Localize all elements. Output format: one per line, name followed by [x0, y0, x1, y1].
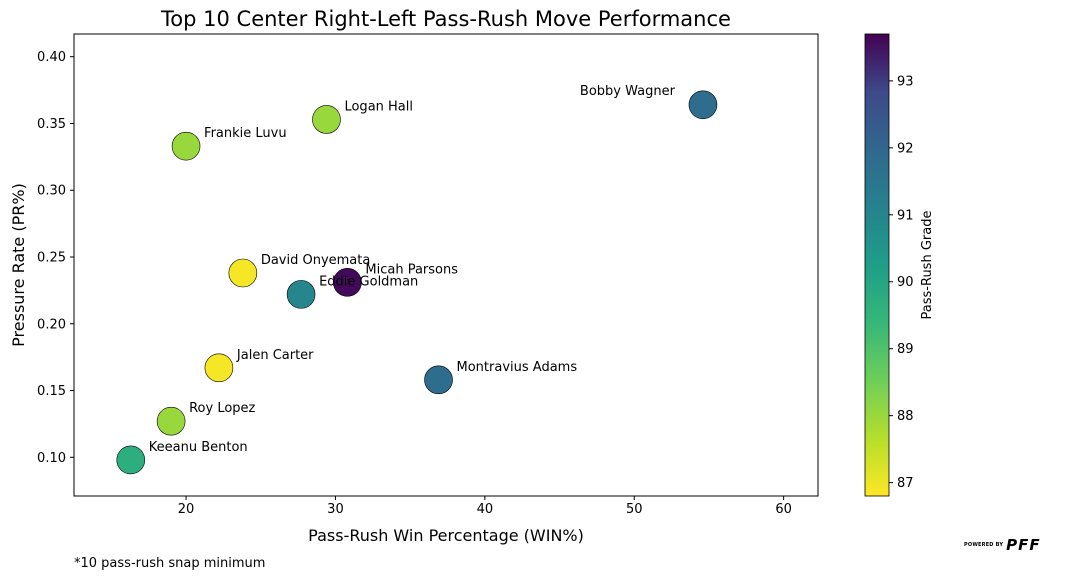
scatter-point — [312, 105, 341, 134]
colorbar-label: Pass-Rush Grade — [920, 211, 935, 320]
scatter-point — [424, 365, 453, 395]
colorbar-tick-label: 91 — [897, 208, 914, 223]
scatter-point — [156, 406, 186, 436]
y-axis-ticks: 0.10 0.15 0.20 0.25 0.30 0.35 0.40 — [37, 50, 74, 466]
point-label: Bobby Wagner — [580, 84, 676, 99]
scatter-point — [171, 131, 201, 161]
plot-area — [73, 33, 819, 497]
point-label: Micah Parsons — [365, 262, 458, 277]
scatter-point — [228, 258, 258, 288]
point-labels: Bobby Wagner Logan Hall Frankie Luvu David … — [149, 84, 676, 455]
colorbar-tick-label: 93 — [897, 74, 914, 89]
point-label: Keeanu Benton — [149, 440, 248, 455]
x-axis-label: Pass-Rush Win Percentage (WIN%) — [308, 526, 584, 545]
x-axis-ticks: 20 30 40 50 60 — [178, 496, 792, 517]
scatter-point — [688, 90, 718, 120]
scatter-point — [116, 445, 146, 475]
scatter-points — [116, 90, 718, 475]
pff-logo: POWERED BY PFF — [964, 536, 1041, 554]
colorbar-ticks: 87 88 89 90 91 92 93 — [889, 74, 914, 491]
x-tick-label: 20 — [178, 502, 195, 517]
y-tick-label: 0.20 — [37, 317, 66, 332]
powered-by-text: POWERED BY — [964, 542, 1004, 548]
y-tick-label: 0.25 — [37, 250, 66, 265]
pff-wordmark: PFF — [1006, 536, 1041, 554]
y-tick-label: 0.15 — [37, 384, 66, 399]
y-tick-label: 0.30 — [37, 184, 66, 199]
y-axis-label: Pressure Rate (PR%) — [9, 183, 28, 347]
point-label: Eddie Goldman — [319, 274, 418, 289]
point-label: David Onyemata — [261, 253, 371, 268]
scatter-point — [204, 353, 234, 383]
x-tick-label: 30 — [327, 502, 344, 517]
colorbar-tick-label: 89 — [897, 342, 914, 357]
scatter-point — [286, 280, 316, 309]
point-label: Logan Hall — [344, 99, 413, 114]
point-label: Roy Lopez — [189, 401, 255, 416]
scatter-point — [333, 268, 362, 297]
y-tick-label: 0.10 — [37, 451, 66, 466]
colorbar-tick-label: 92 — [897, 141, 914, 156]
y-tick-label: 0.35 — [37, 117, 66, 132]
colorbar — [864, 33, 890, 497]
y-tick-label: 0.40 — [37, 50, 66, 65]
x-tick-label: 60 — [775, 502, 792, 517]
colorbar-tick-label: 88 — [897, 409, 914, 424]
chart-title: Top 10 Center Right-Left Pass-Rush Move … — [160, 7, 731, 31]
point-label: Frankie Luvu — [204, 126, 287, 141]
colorbar-tick-label: 87 — [897, 476, 914, 491]
point-label: Montravius Adams — [457, 360, 578, 375]
footnote: *10 pass-rush snap minimum — [74, 556, 266, 571]
point-label: Jalen Carter — [236, 348, 314, 363]
x-tick-label: 50 — [626, 502, 643, 517]
colorbar-tick-label: 90 — [897, 275, 914, 290]
x-tick-label: 40 — [477, 502, 494, 517]
